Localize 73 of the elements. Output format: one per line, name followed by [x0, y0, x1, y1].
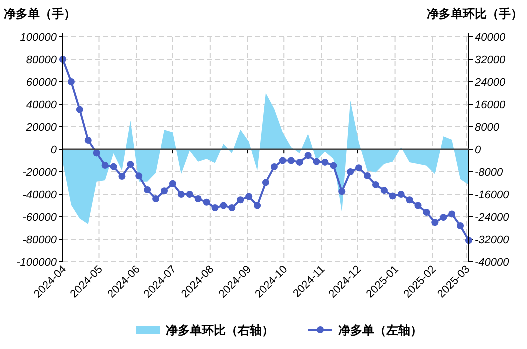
- point: [152, 196, 160, 202]
- point: [254, 202, 262, 210]
- y2-tick-label: -24000: [475, 212, 510, 224]
- y-tick-label: 80000: [26, 54, 58, 66]
- y-tick-label: -100000: [16, 257, 58, 269]
- point: [76, 106, 84, 114]
- point: [262, 179, 270, 186]
- point: [186, 191, 194, 198]
- point: [118, 173, 126, 180]
- point: [296, 158, 304, 166]
- y2-tick-label: 32000: [475, 54, 506, 66]
- y-tick-label: 20000: [25, 122, 58, 134]
- point: [178, 191, 185, 198]
- point: [228, 204, 236, 212]
- point: [127, 161, 134, 168]
- point: [414, 202, 422, 210]
- point: [136, 172, 143, 180]
- point: [304, 152, 312, 160]
- point: [380, 187, 388, 194]
- point: [93, 150, 100, 157]
- point: [102, 162, 109, 169]
- point: [110, 163, 118, 170]
- point: [169, 180, 176, 188]
- point: [389, 192, 396, 200]
- y2-tick-label: 40000: [475, 32, 506, 44]
- y-axis-title: 净多单（手）: [4, 7, 76, 21]
- point: [338, 188, 346, 196]
- point: [194, 196, 202, 202]
- legend-label: 净多单环比（右轴）: [166, 324, 274, 338]
- y-tick-label: -80000: [22, 234, 58, 246]
- y-tick-label: -60000: [22, 212, 58, 224]
- point: [279, 157, 286, 164]
- point: [144, 186, 152, 194]
- point: [398, 191, 405, 198]
- point: [423, 209, 430, 216]
- y2-tick-label: 8000: [475, 122, 500, 134]
- y2-tick-label: 24000: [474, 77, 506, 89]
- legend-label: 净多单（左轴）: [338, 324, 422, 338]
- y-tick-label: -40000: [22, 190, 58, 202]
- point: [203, 198, 210, 206]
- y2-tick-label: -40000: [475, 257, 510, 269]
- point: [448, 210, 456, 218]
- y2-tick-label: -8000: [475, 167, 504, 179]
- point: [330, 162, 338, 170]
- point: [161, 188, 168, 195]
- point: [270, 163, 278, 170]
- point: [84, 137, 92, 144]
- point: [406, 196, 414, 204]
- point: [220, 202, 228, 210]
- point: [212, 204, 219, 212]
- point: [356, 164, 363, 172]
- y-tick-label: -20000: [22, 167, 58, 179]
- point: [457, 222, 464, 230]
- point: [68, 78, 75, 86]
- point: [313, 158, 320, 166]
- y2-tick-label: 16000: [475, 100, 506, 112]
- y2-tick-label: -16000: [475, 190, 510, 202]
- point: [372, 181, 380, 188]
- y-tick-label: 0: [50, 144, 58, 156]
- y2-axis-title: 净多单环比（手）: [427, 7, 523, 21]
- y2-tick-label: 0: [475, 144, 482, 156]
- y-tick-label: 100000: [20, 32, 58, 44]
- y2-tick-label: -32000: [475, 234, 510, 246]
- y-tick-label: 40000: [26, 100, 58, 112]
- point: [288, 157, 295, 164]
- y-tick-label: 60000: [26, 77, 58, 89]
- point: [246, 193, 253, 200]
- point: [322, 158, 329, 166]
- point: [237, 196, 244, 204]
- point: [347, 168, 354, 176]
- point: [432, 219, 439, 226]
- point: [440, 214, 448, 222]
- point: [364, 172, 371, 180]
